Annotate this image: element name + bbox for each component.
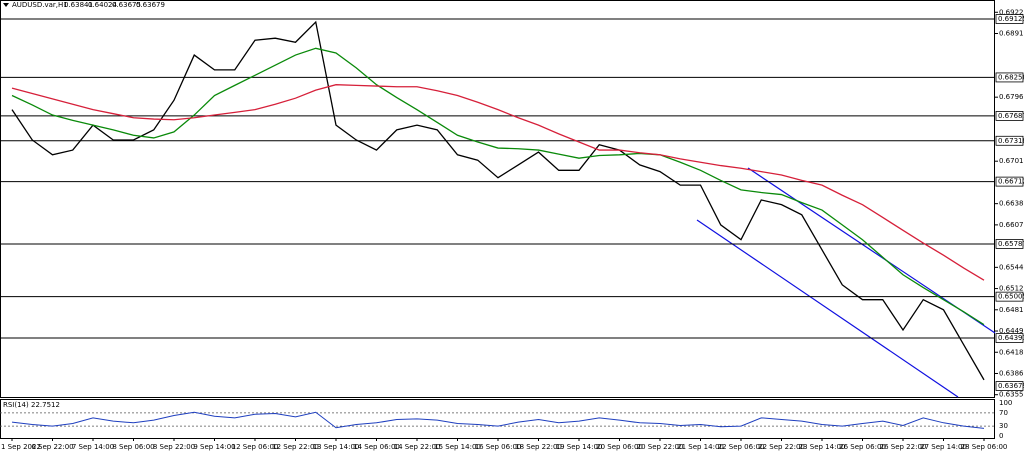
rsi-tick-label: 70: [999, 409, 1008, 417]
level-label: 0.67318: [998, 137, 1024, 145]
level-label: 0.67687: [998, 112, 1024, 120]
level-box: [995, 176, 1024, 187]
x-tick-label: 8 Sep 06:00: [112, 443, 154, 451]
level-box: [995, 111, 1024, 121]
rsi-line: [11, 411, 985, 429]
price-line: [11, 84, 985, 281]
level-box: [995, 72, 1024, 83]
x-tick-label: 9 Sep 14:00: [193, 443, 235, 451]
level-box: [995, 291, 1024, 302]
level-box: [995, 135, 1024, 146]
rsi-tick-label: 30: [999, 422, 1008, 430]
price-line: [11, 47, 985, 326]
rsi-current: 22.7512: [31, 401, 60, 409]
x-tick-label: 19 Sep 14:00: [556, 443, 603, 451]
x-tick-label: 21 Sep 14:00: [677, 443, 724, 451]
level-label: 0.66712: [998, 178, 1024, 186]
x-tick-label: 18 Sep 22:00: [515, 443, 562, 451]
menu-arrow: [3, 3, 9, 7]
y-tick-label: 0.64495: [999, 327, 1024, 335]
x-tick-label: 22 Sep 06:00: [718, 443, 765, 451]
x-tick-label: 20 Sep 22:00: [637, 443, 684, 451]
x-tick-label: 6 Sep 22:00: [31, 443, 73, 451]
y-tick-label: 0.66385: [999, 200, 1024, 208]
x-tick-label: 7 Sep 14:00: [72, 443, 114, 451]
x-tick-label: 28 Sep 06:00: [961, 443, 1008, 451]
x-tick-label: 1 Sep 2022: [1, 443, 41, 451]
x-tick-label: 26 Sep 22:00: [880, 443, 927, 451]
price-line: [11, 20, 985, 381]
level-label: 0.68258: [998, 73, 1024, 81]
open: 0.63841: [64, 1, 93, 9]
rsi-tick-label: 100: [999, 399, 1012, 407]
symbol: AUDUSD.var,H1: [12, 1, 68, 9]
main-panel: [0, 0, 995, 398]
level-box: [995, 333, 1024, 343]
y-tick-label: 0.67015: [999, 157, 1024, 165]
x-tick-label: 20 Sep 06:00: [596, 443, 643, 451]
high: 0.64024: [88, 1, 117, 9]
x-tick-label: 26 Sep 06:00: [839, 443, 886, 451]
level-label: 0.64391: [998, 334, 1024, 342]
x-tick-label: 8 Sep 22:00: [153, 443, 195, 451]
y-tick-label: 0.63550: [999, 391, 1024, 399]
level-label: 0.65787: [998, 240, 1024, 248]
last-price-label: 0.63679: [998, 382, 1024, 390]
x-tick-label: 22 Sep 22:00: [758, 443, 805, 451]
y-tick-label: 0.65125: [999, 285, 1024, 293]
x-tick-label: 12 Sep 22:00: [272, 443, 319, 451]
level-box: [995, 14, 1024, 24]
channel-lower: [696, 219, 959, 398]
x-tick-label: 15 Sep 14:00: [434, 443, 481, 451]
low: 0.63675: [112, 1, 141, 9]
y-tick-label: 0.63865: [999, 369, 1024, 377]
close: 0.63679: [136, 1, 165, 9]
x-tick-label: 12 Sep 06:00: [232, 443, 279, 451]
rsi-name: RSI(14): [3, 401, 29, 409]
x-tick-label: 14 Sep 06:00: [353, 443, 400, 451]
y-tick-label: 0.67965: [999, 93, 1024, 101]
rsi-panel: [0, 399, 995, 439]
last-price-box: [995, 381, 1024, 391]
level-label: 0.69125: [998, 15, 1024, 23]
level-box: [995, 239, 1024, 249]
x-tick-label: 13 Sep 14:00: [313, 443, 360, 451]
x-tick-label: 14 Sep 22:00: [394, 443, 441, 451]
x-tick-label: 23 Sep 14:00: [799, 443, 846, 451]
rsi-tick-label: 0: [999, 432, 1003, 440]
level-label: 0.65005: [998, 293, 1024, 301]
x-tick-label: 27 Sep 14:00: [920, 443, 967, 451]
y-tick-label: 0.69225: [999, 8, 1024, 16]
x-tick-label: 16 Sep 06:00: [475, 443, 522, 451]
